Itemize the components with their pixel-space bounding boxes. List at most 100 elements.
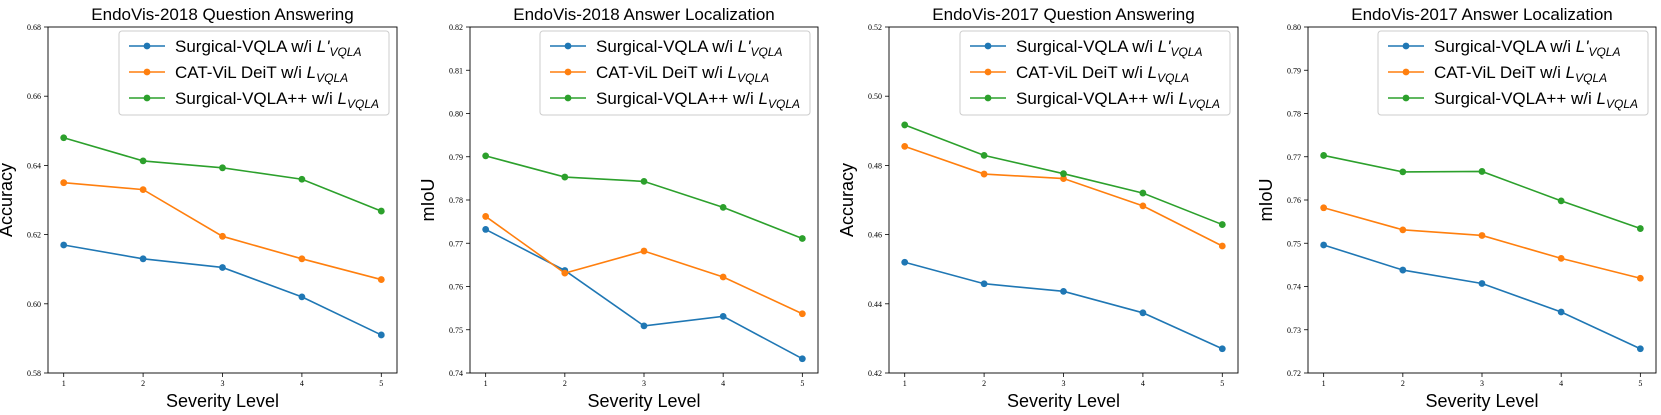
legend-label-prefix: Surgical-VQLA++ w/i (1016, 89, 1179, 108)
legend-label-prefix: CAT-ViL DeiT w/i (1434, 63, 1566, 82)
x-axis-label: Severity Level (1007, 391, 1120, 411)
y-tick-label: 0.81 (449, 66, 463, 75)
data-point (219, 232, 226, 240)
legend-label-prefix: Surgical-VQLA w/i (596, 37, 738, 56)
data-point (1636, 274, 1644, 282)
legend-label-symbol: L' (1576, 37, 1589, 56)
data-point (901, 142, 909, 150)
x-axis-label: Severity Level (1425, 391, 1538, 411)
x-tick-label: 2 (141, 379, 145, 388)
y-tick-label: 0.62 (27, 231, 41, 240)
series-line (904, 261, 1223, 350)
y-tick-label: 0.68 (27, 23, 41, 32)
chart-panel-1: EndoVis-2018 Question Answering 1 2 3 4 5 0.58… (0, 5, 398, 411)
y-axis-label: mIoU (1256, 178, 1276, 221)
series-line (1323, 244, 1641, 350)
y-tick-label: 0.64 (27, 161, 41, 170)
data-point (1060, 170, 1067, 178)
y-tick-label: 0.66 (27, 92, 41, 101)
x-tick-label: 1 (903, 379, 907, 388)
y-tick-label: 0.42 (868, 369, 882, 378)
data-point (719, 203, 727, 211)
data-point (1557, 197, 1565, 205)
data-point (1218, 242, 1226, 250)
y-tick-label: 0.60 (27, 300, 41, 309)
legend-label-symbol: L' (317, 37, 330, 56)
legend-marker (984, 42, 992, 50)
legend-label: Surgical-VQLA w/i L'VQLA (596, 37, 782, 59)
y-tick-label: 0.78 (449, 196, 463, 205)
legend-label-prefix: Surgical-VQLA w/i (1016, 37, 1158, 56)
data-point (1399, 226, 1407, 234)
legend-label-prefix: Surgical-VQLA++ w/i (175, 89, 338, 108)
legend-label-subscript: VQLA (768, 97, 800, 111)
legend-label: Surgical-VQLA++ w/i LVQLA (175, 89, 379, 111)
x-tick-label: 3 (221, 379, 225, 388)
data-point (139, 186, 147, 194)
legend-label: CAT-ViL DeiT w/i LVQLA (1016, 63, 1189, 85)
legend-label: CAT-ViL DeiT w/i LVQLA (1434, 63, 1607, 85)
data-point (980, 170, 988, 178)
data-point (640, 322, 648, 330)
y-tick-label: 0.74 (1287, 283, 1301, 292)
series-line (904, 145, 1223, 247)
y-axis-label: Accuracy (837, 163, 857, 237)
data-point (1478, 232, 1486, 239)
legend-label-symbol: L (1566, 63, 1575, 82)
data-point (1060, 287, 1067, 295)
y-tick-label: 0.48 (868, 161, 882, 170)
data-point (798, 235, 806, 242)
y-tick-label: 0.82 (449, 23, 463, 32)
series-line (485, 155, 803, 240)
legend-marker (143, 68, 151, 76)
data-point (1139, 189, 1147, 197)
chart-panel-4: EndoVis-2017 Answer Localization 1 2 3 4 5 0.7… (1256, 5, 1657, 411)
data-point (1139, 309, 1147, 317)
legend-label: CAT-ViL DeiT w/i LVQLA (175, 63, 348, 85)
legend-label-subscript: VQLA (329, 45, 361, 59)
data-point (1636, 345, 1644, 353)
legend-label-prefix: Surgical-VQLA++ w/i (596, 89, 759, 108)
legend-marker (1402, 94, 1410, 102)
legend-label-symbol: L' (1158, 37, 1171, 56)
legend-marker (1402, 42, 1410, 50)
legend-label-prefix: Surgical-VQLA w/i (175, 37, 317, 56)
legend-label-subscript: VQLA (1188, 97, 1220, 111)
legend-label-subscript: VQLA (1606, 97, 1638, 111)
y-axis-label: Accuracy (0, 163, 16, 237)
legend-label-symbol: L (1179, 89, 1188, 108)
x-tick-label: 4 (1559, 379, 1563, 388)
legend-marker (564, 94, 572, 102)
y-tick-label: 0.73 (1287, 326, 1301, 335)
data-point (482, 213, 490, 220)
chart-title: EndoVis-2017 Answer Localization (1351, 5, 1612, 24)
x-tick-label: 4 (1141, 379, 1145, 388)
data-point (60, 134, 68, 142)
legend-marker (1402, 68, 1410, 76)
legend-marker (564, 42, 572, 50)
data-point (1478, 168, 1486, 175)
x-tick-label: 4 (721, 379, 725, 388)
legend-label-subscript: VQLA (1575, 71, 1607, 85)
data-point (139, 255, 147, 263)
data-point (298, 255, 306, 263)
x-tick-label: 2 (563, 379, 567, 388)
chart-title: EndoVis-2017 Question Answering (932, 5, 1194, 24)
legend-label-subscript: VQLA (737, 71, 769, 85)
legend-frame (118, 30, 390, 116)
data-point (377, 207, 385, 215)
data-point (60, 179, 68, 187)
chart-panel-3: EndoVis-2017 Question Answering 1 2 3 4 5 0.42… (837, 5, 1239, 411)
legend-label-subscript: VQLA (750, 45, 782, 59)
data-point (1218, 345, 1226, 353)
y-tick-label: 0.77 (1287, 153, 1301, 162)
legend-frame (959, 30, 1231, 116)
x-tick-label: 3 (1062, 379, 1066, 388)
x-tick-label: 4 (300, 379, 304, 388)
data-point (1320, 241, 1328, 249)
legend-label: Surgical-VQLA++ w/i LVQLA (1434, 89, 1638, 111)
y-tick-label: 0.44 (868, 300, 882, 309)
x-tick-label: 1 (484, 379, 488, 388)
